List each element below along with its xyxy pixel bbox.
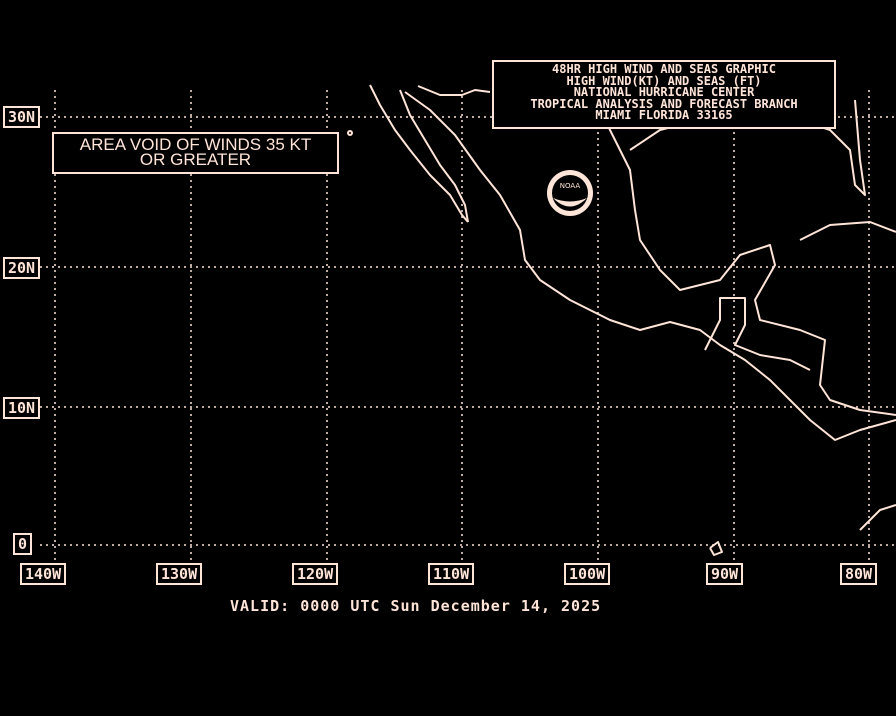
south-america-coast — [859, 504, 896, 531]
void-note-line: AREA VOID OF WINDS 35 KT — [79, 135, 312, 154]
us-mexico-border — [417, 85, 491, 96]
mexico-pacific-coast — [404, 91, 896, 441]
baja-east-coast — [399, 89, 469, 223]
cuba — [799, 221, 896, 241]
noaa-logo-text: NOAA — [560, 182, 581, 190]
title-line: MIAMI FLORIDA 33165 — [595, 108, 733, 122]
title-line: NATIONAL HURRICANE CENTER — [573, 85, 755, 99]
guadalupe-island — [347, 130, 353, 136]
lon-label-140w: 140W — [20, 563, 67, 585]
galapagos — [709, 541, 723, 556]
coastlines — [347, 84, 896, 556]
lat-label-10n: 10N — [3, 397, 41, 419]
void-note-box: AREA VOID OF WINDS 35 KT OR GREATER — [52, 132, 339, 174]
gulf-coast — [594, 94, 896, 416]
title-line: HIGH WIND(KT) AND SEAS (FT) — [566, 73, 762, 88]
lon-label-80w: 80W — [840, 563, 878, 585]
title-line: 48HR HIGH WIND AND SEAS GRAPHIC — [552, 62, 776, 76]
title-line: TROPICAL ANALYSIS AND FORECAST BRANCH — [530, 96, 798, 111]
lon-label-100w: 100W — [564, 563, 611, 585]
lon-label-130w: 130W — [156, 563, 203, 585]
lon-label-110w: 110W — [428, 563, 475, 585]
lat-label-0: 0 — [13, 533, 33, 555]
lat-label-20n: 20N — [3, 257, 41, 279]
title-box: 48HR HIGH WIND AND SEAS GRAPHIC HIGH WIN… — [492, 60, 836, 129]
lon-label-120w: 120W — [292, 563, 339, 585]
noaa-logo: NOAA — [547, 170, 593, 216]
void-note-line: OR GREATER — [139, 150, 252, 169]
central-america-borders — [704, 297, 811, 371]
valid-time: VALID: 0000 UTC Sun December 14, 2025 — [230, 597, 602, 615]
lat-label-30n: 30N — [3, 106, 41, 128]
baja-west-coast — [369, 84, 469, 223]
lon-label-90w: 90W — [706, 563, 744, 585]
